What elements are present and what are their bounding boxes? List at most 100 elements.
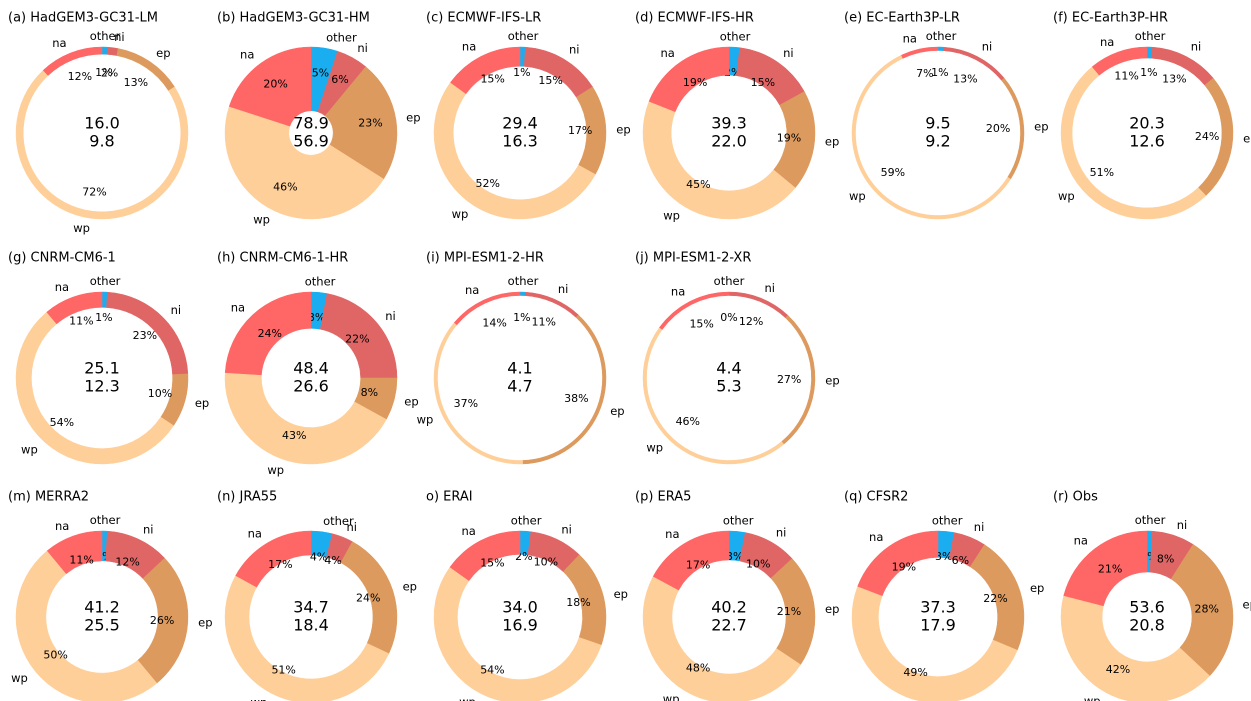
chart-title: (g) CNRM-CM6-1: [8, 251, 116, 266]
percent-label: 46%: [273, 180, 297, 193]
category-label: ni: [114, 30, 124, 44]
percent-label: 12%: [739, 315, 763, 328]
percent-label: 20%: [263, 77, 287, 90]
center-value: 4.4: [716, 359, 741, 378]
chart-title: (c) ECMWF-IFS-LR: [426, 11, 541, 26]
percent-label: 14%: [482, 316, 506, 329]
donut-slice: [106, 46, 119, 56]
category-label: other: [932, 514, 963, 528]
category-label: na: [52, 36, 66, 50]
center-value: 25.5: [84, 616, 120, 635]
category-label: na: [462, 40, 476, 54]
category-label: ni: [558, 282, 568, 296]
percent-label: 1%: [513, 66, 530, 79]
percent-label: 27%: [777, 373, 801, 386]
category-label: other: [720, 29, 751, 43]
donut-slice: [224, 291, 312, 376]
percent-label: 12%: [68, 70, 92, 83]
percent-label: 4%: [310, 550, 327, 563]
category-label: other: [723, 514, 754, 528]
percent-label: 7%: [916, 67, 933, 80]
center-value: 37.3: [920, 598, 956, 617]
category-label: ni: [974, 520, 984, 534]
donut-slice: [228, 46, 312, 127]
category-label: ep: [1030, 581, 1044, 595]
percent-label: 24%: [356, 591, 380, 604]
center-value: 22.0: [711, 132, 747, 151]
donut-slice: [659, 291, 730, 330]
donut-slice: [449, 530, 521, 582]
donut-slice: [1060, 595, 1211, 701]
center-value: 29.4: [502, 114, 538, 133]
percent-label: 1%: [931, 66, 948, 79]
category-label: ep: [614, 587, 628, 601]
category-label: na: [240, 48, 254, 62]
chart-title: (q) CFSR2: [844, 490, 908, 505]
category-label: wp: [253, 213, 270, 227]
category-label: ep: [616, 122, 630, 136]
percent-label: 23%: [133, 329, 157, 342]
category-label: na: [1074, 533, 1088, 547]
category-label: na: [869, 530, 883, 544]
category-label: na: [465, 283, 479, 297]
center-value: 25.1: [84, 359, 120, 378]
category-label: ep: [156, 46, 170, 60]
percent-label: 54%: [480, 664, 504, 677]
category-label: wp: [459, 695, 476, 701]
percent-label: 1%: [95, 311, 112, 324]
category-label: ni: [764, 281, 774, 295]
donut-slice: [652, 530, 730, 591]
category-label: ep: [1243, 597, 1251, 611]
donut-slice: [642, 576, 801, 701]
donut-panel: o) ERAIother2%ni10%ep18%wp54%na15%34.016…: [426, 490, 628, 701]
percent-label: 28%: [1194, 602, 1218, 615]
percent-label: 6%: [331, 73, 348, 86]
center-value: 4.7: [507, 377, 532, 396]
category-label: other: [326, 30, 357, 44]
category-label: wp: [663, 208, 680, 222]
category-label: wp: [73, 221, 90, 235]
center-value: 34.0: [502, 598, 538, 617]
donut-slice: [15, 311, 174, 465]
percent-label: 37%: [454, 397, 478, 410]
chart-title: (e) EC-Earth3P-LR: [844, 11, 960, 26]
donut-panel: (n) JRA55 other 4% ni 4% ep 24% wp 51% na 17% 34.71…: [217, 490, 417, 701]
donut-slice: [433, 566, 602, 701]
category-label: na: [665, 527, 679, 541]
donut-slice: [519, 291, 526, 296]
percent-label: 45%: [686, 178, 710, 191]
category-label: wp: [267, 463, 284, 477]
category-label: other: [926, 29, 957, 43]
donut-slice: [642, 327, 785, 465]
percent-label: 72%: [82, 186, 106, 199]
percent-label: 15%: [689, 317, 713, 330]
donut-slice: [101, 46, 108, 55]
category-label: ni: [776, 525, 786, 539]
donut-slice: [224, 575, 390, 701]
percent-label: 24%: [1195, 130, 1219, 143]
category-label: na: [462, 524, 476, 538]
percent-label: 13%: [1162, 72, 1186, 85]
donut-slice: [235, 530, 312, 588]
center-value: 9.2: [925, 132, 950, 151]
category-label: other: [90, 274, 121, 288]
percent-label: 11%: [69, 553, 93, 566]
donut-slice: [46, 291, 103, 325]
category-label: ep: [825, 135, 839, 149]
percent-label: 19%: [777, 132, 801, 145]
center-value: 20.8: [1129, 616, 1165, 635]
percent-label: 15%: [480, 556, 504, 569]
category-label: ep: [195, 396, 209, 410]
category-label: other: [90, 29, 121, 43]
donut-slice: [453, 291, 521, 326]
center-value: 20.3: [1129, 114, 1165, 133]
percent-label: 19%: [683, 76, 707, 89]
donut-slice: [433, 82, 596, 220]
donut-panel: (e) EC-Earth3P-LR other 1% ni 13% ep 20% wp 59% n…: [844, 11, 1049, 220]
percent-label: 51%: [1090, 166, 1114, 179]
category-label: na: [248, 527, 262, 541]
percent-label: 0%: [720, 311, 737, 324]
category-label: ni: [982, 40, 992, 54]
center-value: 41.2: [84, 598, 120, 617]
percent-label: 13%: [124, 76, 148, 89]
